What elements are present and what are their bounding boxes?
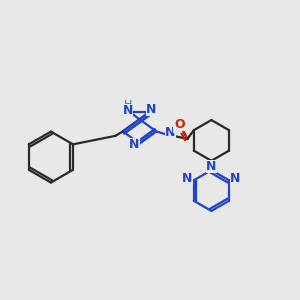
Text: N: N [146,103,156,116]
Text: H: H [173,123,182,133]
Text: N: N [182,172,193,185]
Text: N: N [129,138,140,151]
Text: N: N [206,160,217,173]
Text: H: H [124,100,132,110]
Text: N: N [230,172,241,185]
Text: O: O [174,118,185,131]
Text: N: N [165,126,176,139]
Text: N: N [123,104,133,117]
